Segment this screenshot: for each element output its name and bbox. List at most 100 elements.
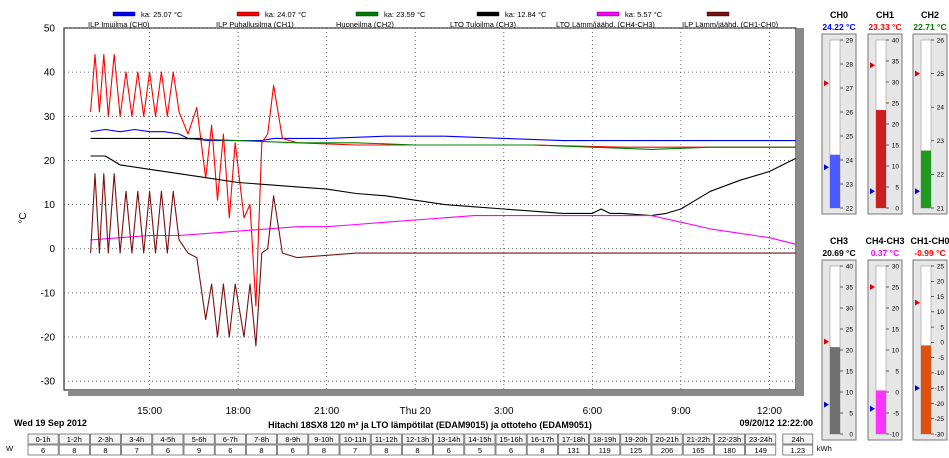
energy-header-cell	[277, 433, 309, 445]
gauge-low-marker	[870, 405, 875, 412]
gauge-scale-label: 35	[846, 284, 854, 291]
energy-header-text: 14-15h	[468, 435, 491, 444]
gauge-scale-label: 27	[846, 85, 854, 92]
energy-header-cell	[464, 433, 496, 445]
legend-swatch	[476, 11, 500, 17]
energy-value-cell	[589, 444, 621, 456]
gauge-scale-label: 24	[937, 105, 945, 112]
energy-value-cell	[277, 444, 309, 456]
date-label: Wed 19 Sep 2012	[14, 418, 87, 428]
plot-frame	[63, 27, 797, 391]
legend-series-name: LTO Tuloilma (CH3)	[450, 20, 516, 29]
gauge-scale-label: 25	[937, 263, 945, 270]
energy-value-cell	[246, 444, 277, 456]
gauge-fill	[876, 110, 886, 208]
energy-header-cell	[651, 433, 683, 445]
energy-value-cell	[27, 444, 59, 456]
x-tick-label: 18:00	[226, 406, 251, 417]
energy-value-text: 5	[478, 446, 482, 455]
gauge-scale-label: -10	[935, 370, 945, 377]
gauge-name: CH4-CH3	[865, 236, 904, 246]
energy-header-cell	[58, 433, 90, 445]
series-line	[179, 137, 796, 150]
energy-header-text: 3-4h	[129, 435, 144, 444]
energy-value-cell	[90, 444, 121, 456]
energy-value-text: 149	[754, 446, 767, 455]
y-tick-label: 10	[44, 200, 56, 211]
energy-value-text: 206	[661, 446, 674, 455]
channel-gauges: CH0 24.22 °C 29 28 27 26 25 24 23 22 CH1 23.33 °C 40…	[821, 10, 949, 441]
energy-header-text: 5-6h	[192, 435, 207, 444]
energy-header-cell	[589, 433, 621, 445]
energy-value-cell	[152, 444, 184, 456]
plot-shadow-right	[796, 28, 804, 396]
series-line	[90, 173, 796, 347]
gauge-name: CH0	[830, 10, 848, 20]
energy-value-text: 6	[447, 446, 451, 455]
gauge-ch0: CH0 24.22 °C 29 28 27 26 25 24 23 22	[821, 10, 857, 215]
gauge-value: 0.37 °C	[871, 248, 899, 258]
y-tick-label: 50	[44, 24, 56, 35]
energy-value-text: 6	[41, 446, 45, 455]
energy-header-text: 11-12h	[375, 435, 398, 444]
energy-value-text: 8	[259, 446, 263, 455]
gauge-scale-label: 23	[937, 138, 945, 145]
energy-value-cell	[620, 444, 652, 456]
gauge-scale-label: -5	[938, 355, 944, 362]
gauge-value: 23.33 °C	[868, 22, 901, 32]
energy-value-cell	[402, 444, 433, 456]
legend-series-name: LTO Lämm/jäähd. (CH4-CH3)	[556, 20, 655, 29]
gauge-ch3: CH3 20.69 °C 40 35 30 25 20 15 10 5 0	[821, 236, 857, 441]
gauge-ch2: CH2 22.71 °C 26 25 24 23 22 21	[912, 10, 948, 215]
gauge-scale-label: 26	[846, 109, 854, 116]
y-tick-label: -10	[41, 288, 56, 299]
gauge-scale-label: 20	[892, 121, 900, 128]
gauge-fill	[830, 154, 840, 208]
energy-header-cell	[714, 433, 745, 445]
energy-value-text: 8	[72, 446, 76, 455]
gauge-scale-label: 10	[892, 347, 900, 354]
energy-header-text: 13-14h	[437, 435, 460, 444]
energy-header-cell	[90, 433, 121, 445]
gauge-fill	[830, 347, 840, 434]
x-tick-label: 15:00	[137, 406, 162, 417]
energy-value-text: 6	[166, 446, 170, 455]
energy-value-cell	[714, 444, 745, 456]
gauge-scale-label: 15	[846, 368, 854, 375]
gauge-scale-label: 10	[937, 309, 945, 316]
energy-header-cell	[339, 433, 371, 445]
energy-value-cell	[433, 444, 465, 456]
energy-value-cell	[58, 444, 90, 456]
gauge-scale-label: -5	[893, 410, 899, 417]
gauge-high-marker	[824, 338, 829, 345]
gauge-value: -0.99 °C	[914, 248, 945, 258]
gauge-high-marker	[870, 284, 875, 290]
gauge-scale-label: -30	[935, 431, 945, 438]
gauge-scale-label: 21	[937, 205, 945, 212]
energy-value-text: 7	[353, 446, 357, 455]
gauge-high-marker	[824, 80, 829, 87]
energy-value-cell	[526, 444, 558, 456]
legend-swatch	[706, 11, 730, 17]
gauge-fill	[921, 345, 931, 434]
energy-value-text: 9	[197, 446, 201, 455]
energy-header-cell	[183, 433, 215, 445]
x-tick-label: Thu 20	[400, 406, 432, 417]
energy-value-cell	[121, 444, 153, 456]
gauge-fill	[921, 150, 931, 208]
energy-header-text: 21-22h	[687, 435, 710, 444]
energy-header-text: 7-8h	[254, 435, 269, 444]
energy-header-cell	[402, 433, 433, 445]
energy-value-text: 8	[322, 446, 326, 455]
gauge-ch1-ch0: CH1-CH0 -0.99 °C 25 20 15 10 5 0 -5 -10 -15 -20 -25 -…	[910, 236, 949, 441]
gauge-scale-label: 10	[892, 163, 900, 170]
energy-total-header: 24h	[792, 435, 805, 444]
y-tick-label: -30	[41, 377, 56, 388]
energy-unit-left: W	[6, 444, 14, 453]
energy-header-cell	[433, 433, 465, 445]
energy-header-text: 10-11h	[344, 435, 367, 444]
series-line	[90, 128, 796, 142]
gauge-scale-label: 40	[892, 37, 900, 44]
energy-header-text: 18-19h	[593, 435, 616, 444]
temperature-chart: 50 40 30 20 10 0 -10 -20 -30 15:00 18:00 21:00 Thu …	[14, 10, 813, 430]
